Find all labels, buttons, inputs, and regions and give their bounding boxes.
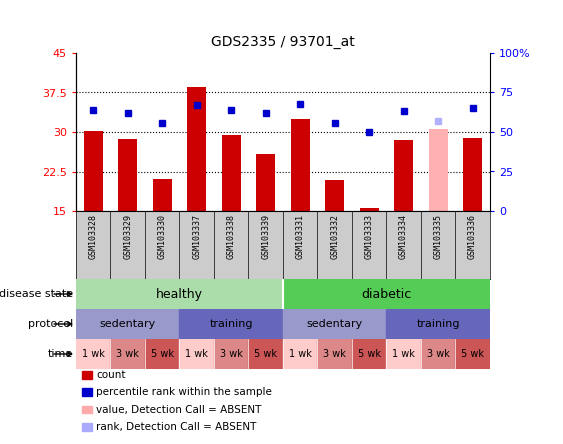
Text: diabetic: diabetic — [361, 288, 412, 301]
Bar — [360, 208, 378, 211]
Text: healthy: healthy — [156, 288, 203, 301]
Bar — [153, 179, 172, 211]
Bar — [463, 139, 482, 211]
Text: sedentary: sedentary — [100, 319, 156, 329]
Text: GSM103333: GSM103333 — [365, 214, 374, 259]
Text: 5 wk: 5 wk — [461, 349, 484, 359]
Bar — [76, 339, 110, 369]
Text: GSM103339: GSM103339 — [261, 214, 270, 259]
Text: count: count — [96, 370, 126, 380]
Bar — [180, 339, 214, 369]
Text: GSM103336: GSM103336 — [468, 214, 477, 259]
Text: 5 wk: 5 wk — [358, 349, 381, 359]
Bar — [187, 87, 206, 211]
Text: 3 wk: 3 wk — [427, 349, 449, 359]
Text: 3 wk: 3 wk — [323, 349, 346, 359]
Text: GSM103337: GSM103337 — [192, 214, 201, 259]
Bar — [318, 339, 352, 369]
Text: GSM103338: GSM103338 — [227, 214, 236, 259]
Bar — [222, 135, 240, 211]
Text: percentile rank within the sample: percentile rank within the sample — [96, 387, 272, 397]
Text: GSM103329: GSM103329 — [123, 214, 132, 259]
Bar — [386, 339, 421, 369]
Bar — [118, 139, 137, 211]
Title: GDS2335 / 93701_at: GDS2335 / 93701_at — [211, 35, 355, 49]
Text: training: training — [416, 319, 460, 329]
Text: 5 wk: 5 wk — [151, 349, 174, 359]
Bar — [145, 339, 180, 369]
Bar — [110, 339, 145, 369]
Bar — [283, 309, 386, 339]
Bar — [214, 339, 248, 369]
Text: 1 wk: 1 wk — [185, 349, 208, 359]
Text: GSM103332: GSM103332 — [330, 214, 339, 259]
Text: 1 wk: 1 wk — [392, 349, 415, 359]
Bar — [76, 309, 180, 339]
Text: 3 wk: 3 wk — [220, 349, 243, 359]
Text: GSM103330: GSM103330 — [158, 214, 167, 259]
Bar — [283, 279, 490, 309]
Text: GSM103334: GSM103334 — [399, 214, 408, 259]
Bar — [291, 119, 310, 211]
Text: training: training — [209, 319, 253, 329]
Text: disease state: disease state — [0, 289, 73, 299]
Bar — [386, 309, 490, 339]
Text: time: time — [48, 349, 73, 359]
Text: protocol: protocol — [28, 319, 73, 329]
Text: 1 wk: 1 wk — [289, 349, 311, 359]
Text: 3 wk: 3 wk — [117, 349, 139, 359]
Bar — [421, 339, 455, 369]
Text: 5 wk: 5 wk — [254, 349, 277, 359]
Text: sedentary: sedentary — [306, 319, 363, 329]
Text: rank, Detection Call = ABSENT: rank, Detection Call = ABSENT — [96, 422, 257, 432]
Bar — [325, 180, 344, 211]
Bar — [428, 129, 448, 211]
Bar — [248, 339, 283, 369]
Bar — [352, 339, 386, 369]
Bar — [394, 140, 413, 211]
Bar — [84, 131, 102, 211]
Text: GSM103331: GSM103331 — [296, 214, 305, 259]
Bar — [283, 339, 318, 369]
Text: 1 wk: 1 wk — [82, 349, 105, 359]
Text: value, Detection Call = ABSENT: value, Detection Call = ABSENT — [96, 404, 262, 415]
Text: GSM103328: GSM103328 — [89, 214, 98, 259]
Text: GSM103335: GSM103335 — [434, 214, 443, 259]
Bar — [256, 154, 275, 211]
Bar — [455, 339, 490, 369]
Bar — [180, 309, 283, 339]
Bar — [76, 279, 283, 309]
